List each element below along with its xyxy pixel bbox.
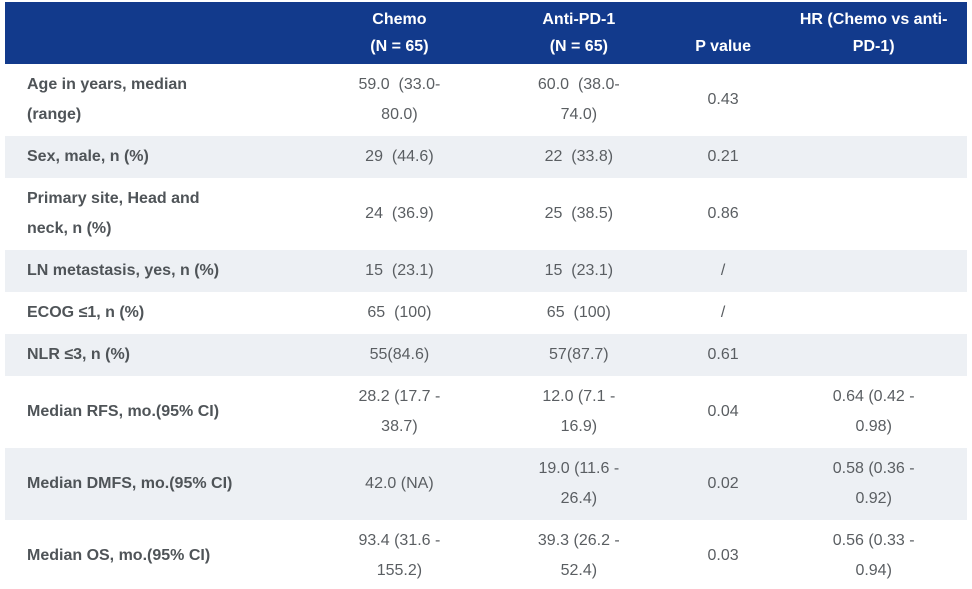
cell-anti-pd1: 22 (33.8) xyxy=(544,148,614,165)
cell-hr xyxy=(780,178,967,250)
cell-chemo: 15 (23.1) xyxy=(365,262,434,279)
row-label: LN metastasis, yes, n (%) xyxy=(27,262,220,279)
row-label: ECOG ≤1, n (%) xyxy=(27,304,145,321)
table-body: Age in years, median (range) 59.0 (33.0-… xyxy=(5,64,967,589)
table-row-median-rfs: Median RFS, mo.(95% CI) 28.2 (17.7 - 38.… xyxy=(5,376,967,448)
cell-p-value: / xyxy=(720,304,726,321)
cell-chemo: 42.0 (NA) xyxy=(365,475,434,492)
column-header-p-value: P value xyxy=(665,2,781,64)
cell-anti-pd1: 65 (100) xyxy=(546,304,611,321)
table-row-median-dmfs: Median DMFS, mo.(95% CI) 42.0 (NA) 19.0 … xyxy=(5,448,967,520)
column-header-chemo: Chemo (N = 65) xyxy=(307,2,492,64)
cell-chemo: 24 (36.9) xyxy=(365,205,434,222)
cell-p-value: 0.04 xyxy=(707,403,739,420)
cell-chemo: 29 (44.6) xyxy=(365,148,434,165)
cell-chemo: 28.2 (17.7 - 38.7) xyxy=(358,388,441,435)
clinical-comparison-table: Chemo (N = 65) Anti-PD-1 (N = 65) P valu… xyxy=(5,2,967,589)
cell-chemo: 55(84.6) xyxy=(369,346,430,363)
row-label: Median DMFS, mo.(95% CI) xyxy=(27,475,233,492)
cell-hr xyxy=(780,136,967,178)
row-label: Sex, male, n (%) xyxy=(27,148,149,165)
cell-hr: 0.58 (0.36 - 0.92) xyxy=(832,460,915,507)
cell-hr: 0.64 (0.42 - 0.98) xyxy=(832,388,915,435)
table-row-median-os: Median OS, mo.(95% CI) 93.4 (31.6 - 155.… xyxy=(5,520,967,589)
cell-anti-pd1: 57(87.7) xyxy=(549,346,609,363)
cell-anti-pd1: 19.0 (11.6 - 26.4) xyxy=(538,460,620,507)
cell-chemo: 59.0 (33.0- 80.0) xyxy=(358,76,441,123)
row-label: Age in years, median (range) xyxy=(27,76,188,123)
table-row-nlr: NLR ≤3, n (%) 55(84.6) 57(87.7) 0.61 xyxy=(5,334,967,376)
cell-p-value: 0.02 xyxy=(707,475,739,492)
cell-p-value: 0.03 xyxy=(707,547,739,564)
row-label: Median RFS, mo.(95% CI) xyxy=(27,403,220,420)
cell-p-value: 0.43 xyxy=(707,91,739,108)
cell-chemo: 93.4 (31.6 - 155.2) xyxy=(358,532,441,579)
table-row-ecog: ECOG ≤1, n (%) 65 (100) 65 (100) / xyxy=(5,292,967,334)
cell-chemo: 65 (100) xyxy=(367,304,432,321)
cell-hr xyxy=(780,334,967,376)
cell-anti-pd1: 25 (38.5) xyxy=(544,205,614,222)
cell-anti-pd1: 39.3 (26.2 - 52.4) xyxy=(537,532,620,579)
column-header-hr: HR (Chemo vs anti- PD-1) xyxy=(780,2,967,64)
row-label: Primary site, Head and neck, n (%) xyxy=(27,190,200,237)
cell-hr xyxy=(780,250,967,292)
cell-p-value: 0.21 xyxy=(707,148,739,165)
cell-p-value: / xyxy=(720,262,726,279)
table-row-ln-metastasis: LN metastasis, yes, n (%) 15 (23.1) 15 (… xyxy=(5,250,967,292)
cell-hr xyxy=(780,292,967,334)
row-label: NLR ≤3, n (%) xyxy=(27,346,130,363)
table-row-age: Age in years, median (range) 59.0 (33.0-… xyxy=(5,64,967,136)
cell-p-value: 0.86 xyxy=(707,205,739,222)
cell-anti-pd1: 12.0 (7.1 - 16.9) xyxy=(542,388,616,435)
cell-p-value: 0.61 xyxy=(707,346,739,363)
cell-anti-pd1: 60.0 (38.0- 74.0) xyxy=(537,76,620,123)
column-header-anti-pd1: Anti-PD-1 (N = 65) xyxy=(491,2,666,64)
cell-anti-pd1: 15 (23.1) xyxy=(544,262,614,279)
cell-hr xyxy=(780,64,967,136)
table-row-primary-site: Primary site, Head and neck, n (%) 24 (3… xyxy=(5,178,967,250)
column-header-label xyxy=(5,2,308,64)
cell-hr: 0.56 (0.33 - 0.94) xyxy=(832,532,915,579)
row-label: Median OS, mo.(95% CI) xyxy=(27,547,211,564)
table-row-sex: Sex, male, n (%) 29 (44.6) 22 (33.8) 0.2… xyxy=(5,136,967,178)
table-header: Chemo (N = 65) Anti-PD-1 (N = 65) P valu… xyxy=(5,2,967,64)
header-row: Chemo (N = 65) Anti-PD-1 (N = 65) P valu… xyxy=(5,2,967,64)
